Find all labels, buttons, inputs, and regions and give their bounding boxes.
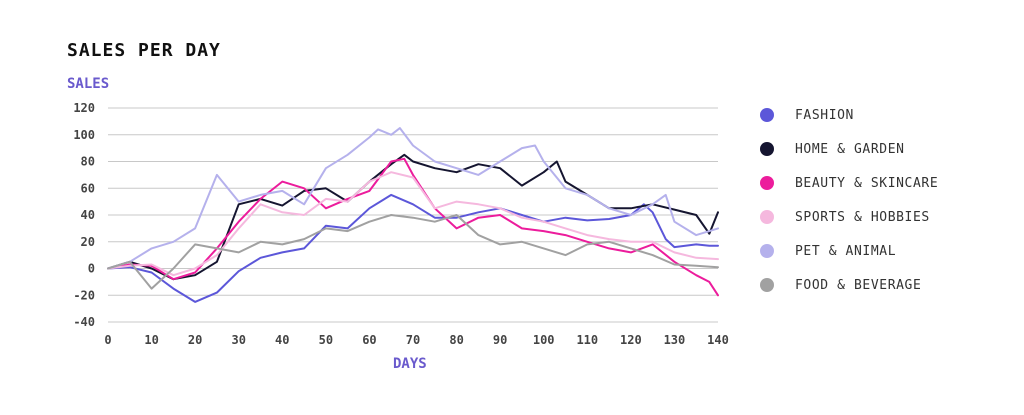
chart-title: SALES PER DAY (67, 40, 221, 61)
legend-swatch (760, 176, 774, 190)
y-tick-labels: -40 -20 0 20 40 60 80 100 120 (73, 101, 95, 329)
y-tick-label: -40 (73, 315, 95, 329)
series-line-sports-hobbies (107, 171, 719, 277)
legend-item: BEAUTY & SKINCARE (760, 166, 938, 200)
x-tick-label: 90 (493, 333, 507, 347)
y-tick-label: 0 (88, 262, 95, 276)
y-tick-label: 80 (81, 155, 95, 169)
x-tick-label: 100 (533, 333, 555, 347)
legend-label: SPORTS & HOBBIES (795, 209, 930, 225)
legend-item: SPORTS & HOBBIES (760, 200, 938, 234)
series-line-fashion (107, 193, 719, 303)
x-tick-label: 30 (231, 333, 245, 347)
x-tick-label: 20 (188, 333, 202, 347)
legend-label: FASHION (795, 107, 854, 123)
x-tick-label: 50 (319, 333, 333, 347)
legend-swatch (760, 210, 774, 224)
series-lines (107, 127, 719, 303)
y-tick-label: 120 (73, 101, 95, 115)
y-tick-label: 100 (73, 128, 95, 142)
x-tick-label: 70 (406, 333, 420, 347)
y-tick-label: 60 (81, 181, 95, 195)
legend-swatch (760, 108, 774, 122)
x-tick-labels: 0 10 20 30 40 50 60 70 80 90 100 110 120 130 140 (104, 333, 728, 347)
x-tick-label: 10 (144, 333, 158, 347)
legend: FASHION HOME & GARDEN BEAUTY & SKINCARE SPO… (760, 98, 938, 302)
y-axis-label: SALES (67, 76, 110, 92)
legend-swatch (760, 244, 774, 258)
grid-lines (108, 107, 718, 323)
x-tick-label: 120 (620, 333, 642, 347)
series-line-pet-animal (107, 127, 719, 270)
x-tick-label: 40 (275, 333, 289, 347)
legend-label: BEAUTY & SKINCARE (795, 175, 939, 191)
y-tick-label: 20 (81, 235, 95, 249)
legend-item: PET & ANIMAL (760, 234, 938, 268)
legend-label: PET & ANIMAL (795, 243, 897, 259)
legend-item: HOME & GARDEN (760, 132, 938, 166)
x-tick-label: 130 (664, 333, 686, 347)
legend-item: FOOD & BEVERAGE (760, 268, 938, 302)
x-axis-label: DAYS (393, 356, 427, 372)
x-tick-label: 110 (576, 333, 598, 347)
x-tick-label: 140 (707, 333, 729, 347)
legend-item: FASHION (760, 98, 938, 132)
series-line-food-beverage (107, 214, 719, 290)
legend-label: HOME & GARDEN (795, 141, 905, 157)
x-tick-label: 60 (362, 333, 376, 347)
legend-label: FOOD & BEVERAGE (795, 277, 922, 293)
legend-swatch (760, 142, 774, 156)
y-tick-label: 40 (81, 208, 95, 222)
x-tick-label: 0 (104, 333, 111, 347)
series-line-beauty-skincare (107, 157, 719, 297)
y-tick-label: -20 (73, 288, 95, 302)
legend-swatch (760, 278, 774, 292)
x-tick-label: 80 (449, 333, 463, 347)
